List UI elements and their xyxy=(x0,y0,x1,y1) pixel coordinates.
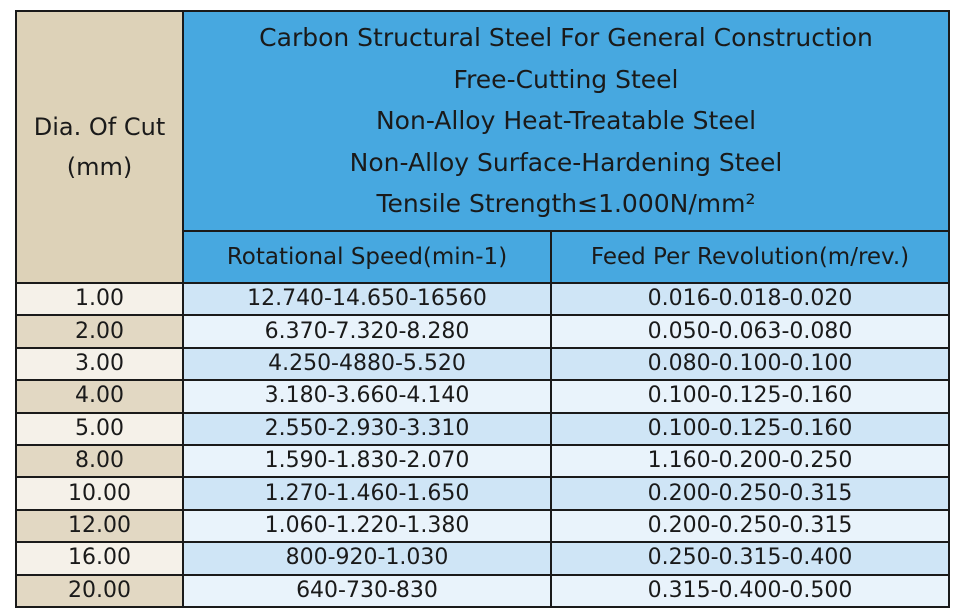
dia-cell: 8.00 xyxy=(15,443,184,479)
dia-cell: 2.00 xyxy=(15,314,184,349)
material-line: Non-Alloy Heat-Treatable Steel xyxy=(375,106,757,136)
material-line: Non-Alloy Surface-Hardening Steel xyxy=(349,147,783,177)
table-row: 8.00 1.590-1.830-2.070 1.160-0.200-0.250 xyxy=(15,443,951,479)
dia-cell: 12.00 xyxy=(15,508,184,544)
feed-per-revolution-header: Feed Per Revolution(m/rev.) xyxy=(549,230,951,284)
dia-cell: 16.00 xyxy=(15,541,184,576)
speed-cell: 3.180-3.660-4.140 xyxy=(182,379,552,414)
feed-cell: 0.100-0.125-0.160 xyxy=(549,379,951,414)
material-description-header: Carbon Structural Steel For General Cons… xyxy=(181,10,951,232)
material-line: Carbon Structural Steel For General Cons… xyxy=(259,23,873,53)
dia-header-line1: Dia. Of Cut xyxy=(33,113,166,141)
dia-header: Dia. Of Cut (mm) xyxy=(15,10,184,284)
feed-cell: 0.315-0.400-0.500 xyxy=(549,573,951,608)
table-row: 12.00 1.060-1.220-1.380 0.200-0.250-0.31… xyxy=(15,508,951,544)
speed-cell: 1.590-1.830-2.070 xyxy=(182,443,552,479)
speed-cell: 4.250-4880-5.520 xyxy=(182,346,552,382)
dia-cell: 5.00 xyxy=(15,411,184,446)
table-row: 4.00 3.180-3.660-4.140 0.100-0.125-0.160 xyxy=(15,379,951,414)
dia-header-line2: (mm) xyxy=(66,153,133,181)
speed-cell: 2.550-2.930-3.310 xyxy=(182,411,552,446)
rotational-speed-header: Rotational Speed(min-1) xyxy=(182,230,552,284)
cutting-data-table-container: Dia. Of Cut (mm) Carbon Structural Steel… xyxy=(15,10,951,608)
feed-cell: 0.250-0.315-0.400 xyxy=(549,541,951,576)
dia-cell: 1.00 xyxy=(15,281,184,317)
speed-cell: 12.740-14.650-16560 xyxy=(182,281,552,317)
material-line: Free-Cutting Steel xyxy=(453,64,679,94)
cutting-data-table: Dia. Of Cut (mm) Carbon Structural Steel… xyxy=(15,10,951,608)
speed-cell: 1.270-1.460-1.650 xyxy=(182,476,552,511)
table-row: 2.00 6.370-7.320-8.280 0.050-0.063-0.080 xyxy=(15,314,951,349)
table-row: 10.00 1.270-1.460-1.650 0.200-0.250-0.31… xyxy=(15,476,951,511)
table-row: 3.00 4.250-4880-5.520 0.080-0.100-0.100 xyxy=(15,346,951,382)
feed-cell: 0.200-0.250-0.315 xyxy=(549,508,951,544)
header-row-sub: Rotational Speed(min-1) Feed Per Revolut… xyxy=(16,230,951,284)
table-body: 1.00 12.740-14.650-16560 0.016-0.018-0.0… xyxy=(15,281,951,608)
table-row: 16.00 800-920-1.030 0.250-0.315-0.400 xyxy=(15,541,951,576)
feed-cell: 0.200-0.250-0.315 xyxy=(549,476,951,511)
dia-cell: 20.00 xyxy=(15,573,184,608)
dia-cell: 3.00 xyxy=(15,346,184,382)
feed-cell: 1.160-0.200-0.250 xyxy=(549,443,951,479)
speed-cell: 1.060-1.220-1.380 xyxy=(182,508,552,544)
speed-cell: 640-730-830 xyxy=(182,573,552,608)
table-row: 5.00 2.550-2.930-3.310 0.100-0.125-0.160 xyxy=(15,411,951,446)
feed-cell: 0.016-0.018-0.020 xyxy=(549,281,951,317)
feed-cell: 0.100-0.125-0.160 xyxy=(549,411,951,446)
table-row: 20.00 640-730-830 0.315-0.400-0.500 xyxy=(15,573,951,608)
table-row: 1.00 12.740-14.650-16560 0.016-0.018-0.0… xyxy=(15,281,951,317)
speed-cell: 6.370-7.320-8.280 xyxy=(182,314,552,349)
material-line: Tensile Strength≤1.000N/mm² xyxy=(376,189,756,219)
speed-cell: 800-920-1.030 xyxy=(182,541,552,576)
dia-cell: 10.00 xyxy=(15,476,184,511)
dia-cell: 4.00 xyxy=(15,379,184,414)
feed-cell: 0.080-0.100-0.100 xyxy=(549,346,951,382)
header-row-top: Dia. Of Cut (mm) Carbon Structural Steel… xyxy=(15,10,951,284)
feed-cell: 0.050-0.063-0.080 xyxy=(549,314,951,349)
